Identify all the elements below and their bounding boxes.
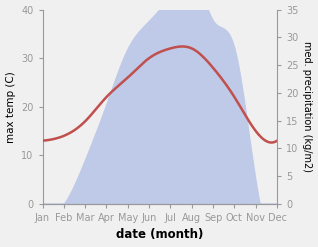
Y-axis label: med. precipitation (kg/m2): med. precipitation (kg/m2)	[302, 41, 313, 172]
Y-axis label: max temp (C): max temp (C)	[5, 71, 16, 143]
X-axis label: date (month): date (month)	[116, 228, 204, 242]
